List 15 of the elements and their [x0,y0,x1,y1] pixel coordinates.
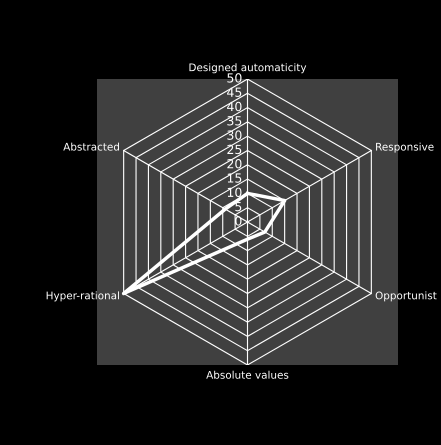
y-tick-label: 20 [227,158,242,168]
y-tick-label: 30 [227,130,242,140]
y-tick-label: 10 [228,188,242,198]
y-tick-label: 35 [227,116,242,126]
spoke-label: Designed automaticity [189,63,306,74]
spoke-label: Hyper-rational [46,291,119,302]
spoke-label: Responsive [376,142,434,153]
spoke-label: Opportunist [376,291,437,302]
y-tick-label: 25 [227,144,242,154]
y-tick-label: 40 [227,102,242,112]
y-tick-label: 15 [228,173,242,183]
y-tick-label: 45 [227,88,242,97]
spoke-label: Abstracted [63,142,119,151]
spoke-label: Absolute values [206,370,288,379]
y-tick-label: 50 [227,73,242,83]
